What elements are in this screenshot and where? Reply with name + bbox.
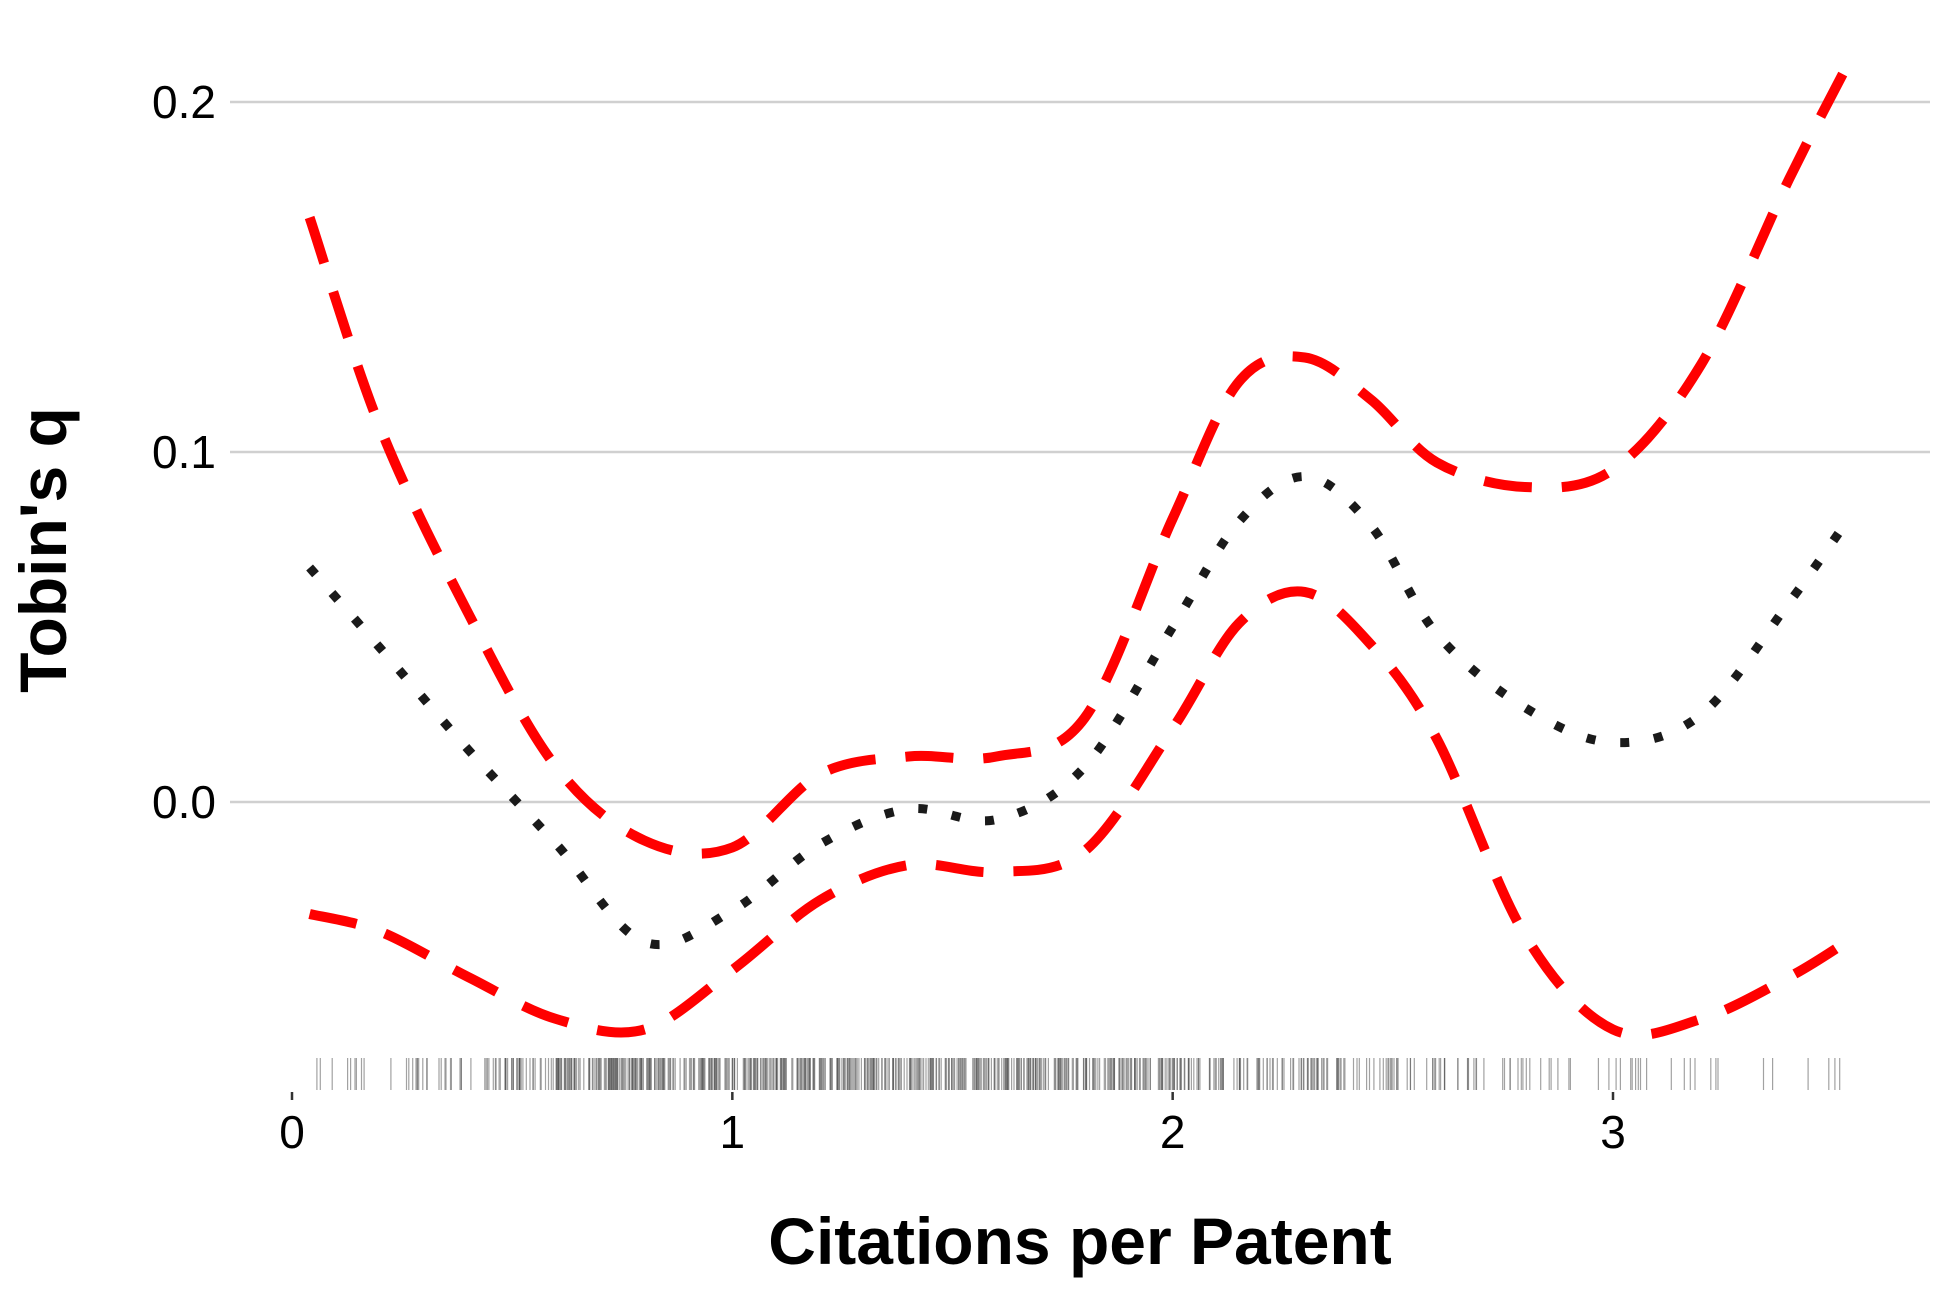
series-line-estimate	[306, 471, 1851, 950]
series-line-upper-bound	[304, 64, 1851, 859]
y-axis: 0.0 0.1 0.2	[152, 76, 216, 828]
y-tick-label: 0.1	[152, 426, 216, 478]
x-tick-label: 0	[279, 1106, 305, 1158]
x-tick-label: 2	[1160, 1106, 1186, 1158]
x-tick-label: 1	[720, 1106, 746, 1158]
rug-plot	[316, 1058, 1841, 1090]
y-tick-label: 0.2	[152, 76, 216, 128]
series-layer	[304, 64, 1851, 1041]
grid-lines	[230, 100, 1930, 804]
x-axis: 0 1 2 3	[279, 1092, 1626, 1158]
series-line-lower-bound	[308, 586, 1850, 1041]
x-axis-title: Citations per Patent	[768, 1204, 1391, 1278]
y-tick-label: 0.0	[152, 776, 216, 828]
y-axis-title: Tobin's q	[6, 407, 80, 693]
x-tick-label: 3	[1600, 1106, 1626, 1158]
